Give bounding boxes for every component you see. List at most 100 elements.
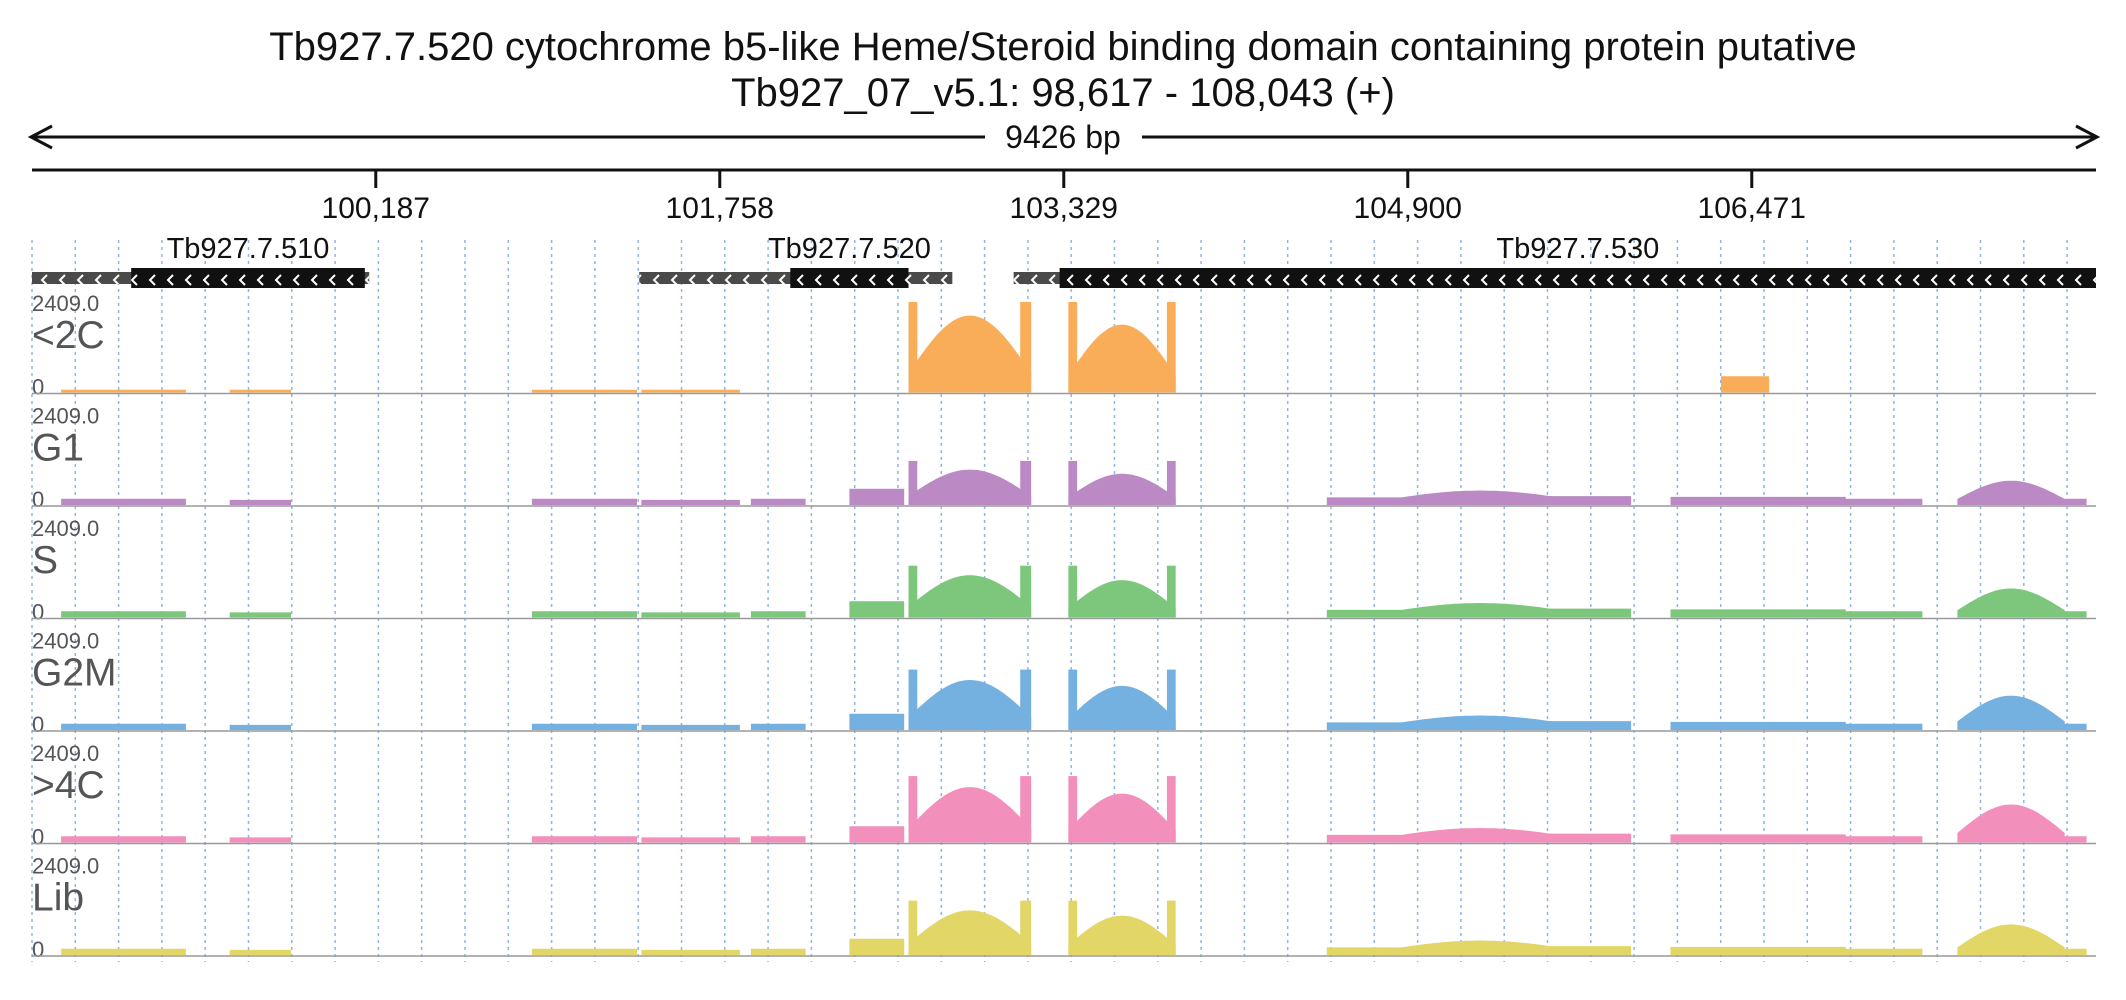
span-arrow-left-icon (27, 124, 53, 150)
coverage-peak (1068, 915, 1176, 955)
ruler: 100,187 101,758 103,329 104,900 106,471 (32, 168, 2096, 225)
track-max-value: 2409.0 (32, 404, 99, 429)
coverage-track: 2409.0G1 0 (32, 404, 2096, 512)
track-name: G2M (32, 652, 117, 695)
coverage-peak (531, 498, 637, 505)
coverage-peak (1670, 946, 1846, 955)
coverage-peak (908, 787, 1032, 843)
gene-label: Tb927.7.510 (167, 233, 330, 265)
coverage-peak (61, 498, 186, 505)
track-max-value: 2409.0 (32, 854, 99, 879)
gene-Tb927-7-520[interactable]: Tb927.7.520 (639, 233, 953, 288)
coverage-peak (750, 948, 806, 955)
ruler-tick-label: 100,187 (322, 192, 430, 225)
coverage-peak (849, 938, 905, 955)
gene-track: Tb927.7.510 Tb927.7.520 Tb927.7.530 (32, 233, 2096, 288)
coverage-peak (531, 611, 637, 618)
coverage-peak (229, 499, 291, 505)
track-max-value: 2409.0 (32, 629, 99, 654)
track-name: <2C (32, 314, 105, 357)
coverage-peak (1828, 611, 1923, 618)
coverage-spike (1166, 776, 1176, 843)
coverage-peak (61, 836, 186, 843)
coverage-spike (1068, 565, 1078, 618)
coverage-peak (908, 680, 1032, 730)
track-min-value: 0 (32, 375, 44, 400)
coverage-peak (61, 948, 186, 955)
coverage-spike (908, 669, 918, 730)
coverage-peak (229, 949, 291, 955)
strand-chevrons-icon (1059, 270, 2096, 286)
coverage-peak (1828, 948, 1923, 955)
coverage-spike (908, 460, 918, 505)
coverage-track: 2409.0S 0 (32, 516, 2096, 625)
coverage-spike (1166, 565, 1176, 618)
coverage-spike (908, 900, 918, 955)
coverage-spike (1068, 302, 1078, 393)
coverage-peak (849, 601, 905, 618)
coverage-peak (1720, 376, 1770, 393)
coverage-peak (1068, 793, 1176, 843)
coverage-peak (531, 723, 637, 730)
coverage-spike (1020, 460, 1032, 505)
span-arrow-right-icon (2075, 124, 2101, 150)
gene-Tb927-7-530[interactable]: Tb927.7.530 (1013, 233, 2096, 288)
coverage-spike (908, 776, 918, 843)
coverage-peak (1670, 834, 1846, 843)
coverage-peak (531, 836, 637, 843)
coverage-spike (1020, 669, 1032, 730)
coverage-peak (1377, 603, 1583, 618)
coverage-peak (1068, 324, 1176, 393)
span-arrow: 9426 bp (27, 119, 2101, 155)
span-length: 9426 bp (1005, 119, 1121, 155)
coverage-peak (849, 488, 905, 505)
gene-label: Tb927.7.520 (768, 233, 931, 265)
coverage-spike (1020, 900, 1032, 955)
coverage-peak (908, 910, 1032, 955)
ruler-tick-label: 101,758 (666, 192, 774, 225)
coverage-peak (1377, 490, 1583, 505)
coverage-peak (908, 469, 1032, 505)
coverage-peak (229, 389, 291, 393)
coverage-spike (1166, 460, 1176, 505)
coverage-peak (229, 724, 291, 730)
coverage-peak (1068, 473, 1176, 505)
coverage-peak (849, 713, 905, 730)
coverage-peak (1068, 580, 1176, 618)
coverage-peak (1670, 721, 1846, 730)
coverage-peak (1068, 685, 1176, 730)
coverage-track: 2409.0<2C 0 (32, 291, 2096, 400)
track-name: G1 (32, 427, 84, 470)
gene-Tb927-7-510[interactable]: Tb927.7.510 (32, 233, 370, 288)
coverage-spike (908, 302, 918, 393)
grid-lines (31, 240, 2068, 962)
track-name: Lib (32, 877, 84, 920)
coverage-peak (1957, 804, 2065, 843)
coverage-peak (1828, 723, 1923, 730)
coverage-peak (1670, 496, 1846, 505)
coverage-spike (1166, 669, 1176, 730)
coverage-peak (61, 611, 186, 618)
coverage-peak (641, 949, 740, 955)
coverage-peak (641, 724, 740, 730)
coverage-peak (908, 315, 1032, 393)
coverage-peak (531, 948, 637, 955)
track-min-value: 0 (32, 487, 44, 512)
coverage-peak (1377, 940, 1583, 955)
track-max-value: 2409.0 (32, 741, 99, 766)
track-name: >4C (32, 764, 105, 807)
coverage-spike (1166, 302, 1176, 393)
track-name: S (32, 539, 58, 582)
coverage-peak (1957, 588, 2065, 618)
coverage-track: 2409.0>4C 0 (32, 741, 2096, 850)
coverage-peak (641, 389, 740, 393)
coverage-peak (641, 837, 740, 843)
coverage-peak (908, 575, 1032, 618)
ruler-tick-label: 104,900 (1354, 192, 1462, 225)
coverage-spike (1020, 302, 1032, 393)
track-min-value: 0 (32, 600, 44, 625)
coverage-spike (1020, 776, 1032, 843)
coverage-spike (1020, 565, 1032, 618)
